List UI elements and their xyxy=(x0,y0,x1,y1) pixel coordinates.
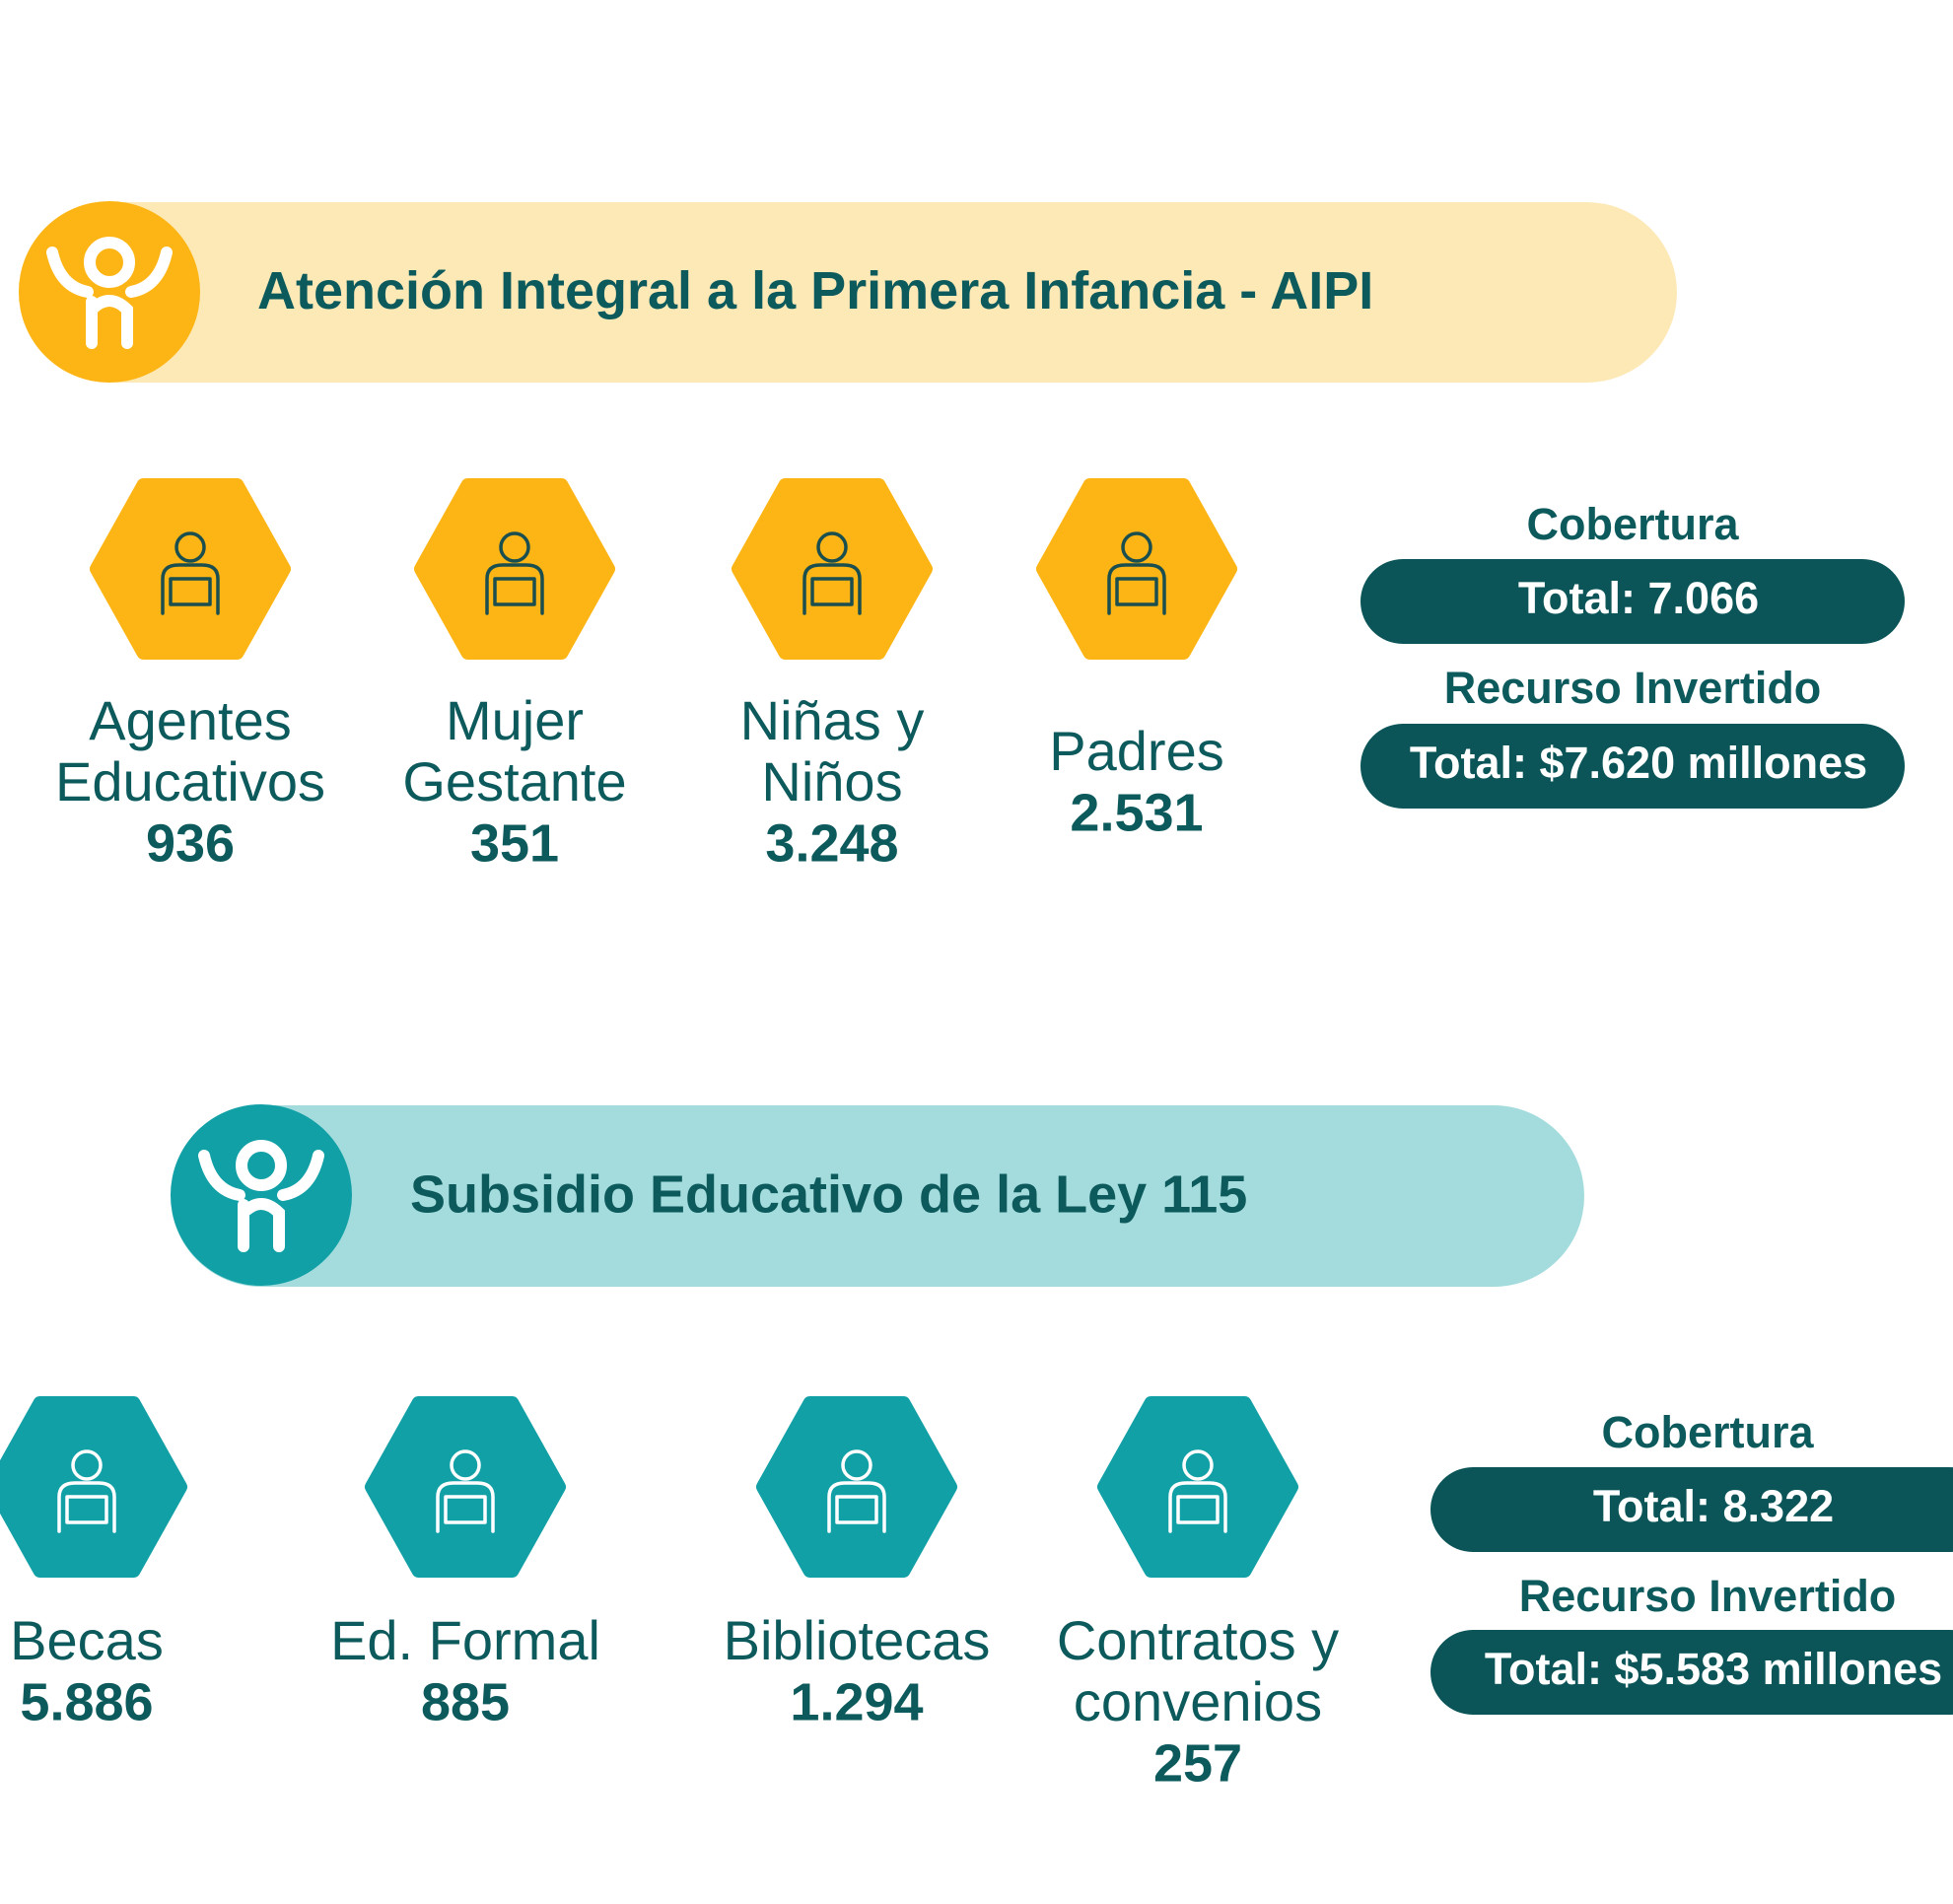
icon-part xyxy=(65,1495,108,1524)
item-label: Becas xyxy=(10,1609,164,1671)
pill xyxy=(1430,1467,1953,1552)
item-label: Agentes xyxy=(89,689,292,751)
coverage-total: Total: 8.322 xyxy=(1593,1481,1834,1531)
investment-label: Recurso Invertido xyxy=(1519,1571,1897,1621)
icon xyxy=(485,531,544,615)
icon-part xyxy=(1182,1449,1214,1481)
icon-part xyxy=(169,577,212,606)
item-value: 5.886 xyxy=(20,1672,153,1731)
hexagon xyxy=(756,1396,957,1578)
logo-head xyxy=(84,237,135,288)
item-value: 3.248 xyxy=(765,813,898,873)
item-label: convenios xyxy=(1074,1670,1322,1732)
investment-total: Total: $7.620 millones xyxy=(1410,738,1867,788)
icon-part xyxy=(161,563,220,615)
item-label: Bibliotecas xyxy=(724,1609,991,1671)
logo xyxy=(46,237,173,349)
icon-part xyxy=(810,577,854,606)
coverage-total: Total: 7.066 xyxy=(1518,573,1759,623)
icon-part xyxy=(499,531,530,563)
item-label: Gestante xyxy=(402,750,626,812)
item-value: 2.531 xyxy=(1070,783,1203,842)
icon-part xyxy=(1121,531,1152,563)
icon xyxy=(827,1449,886,1533)
icon-part xyxy=(835,1495,878,1524)
item-label: Padres xyxy=(1049,720,1223,782)
icon-part xyxy=(802,563,862,615)
icon-part xyxy=(827,1481,886,1533)
banner-circle xyxy=(19,201,200,383)
pill xyxy=(1360,724,1905,809)
banner-circle xyxy=(171,1104,352,1286)
pill xyxy=(1360,559,1905,644)
icon-part xyxy=(444,1495,487,1524)
icon-part xyxy=(493,577,536,606)
logo-body xyxy=(238,1198,285,1252)
icon xyxy=(802,531,862,615)
logo-arms xyxy=(198,1150,324,1201)
item-label: Contratos y xyxy=(1057,1609,1339,1671)
logo-arms xyxy=(46,247,173,298)
banner xyxy=(19,202,1677,383)
icon-part xyxy=(1107,563,1166,615)
icon-part xyxy=(1115,577,1158,606)
hexagon xyxy=(732,478,933,660)
icon-part xyxy=(71,1449,103,1481)
icon-part xyxy=(1176,1495,1220,1524)
item-label: Mujer xyxy=(446,689,584,751)
icon-part xyxy=(450,1449,481,1481)
logo-head xyxy=(236,1140,287,1191)
item-label: Niños xyxy=(761,750,902,812)
item-value: 257 xyxy=(1153,1733,1242,1793)
investment-label: Recurso Invertido xyxy=(1444,663,1822,713)
icon-part xyxy=(174,531,206,563)
icon xyxy=(1107,531,1166,615)
item-value: 885 xyxy=(421,1672,510,1731)
item-label: Niñas y xyxy=(740,689,925,751)
logo xyxy=(198,1140,324,1252)
icon-part xyxy=(57,1481,116,1533)
icon xyxy=(57,1449,116,1533)
pill xyxy=(1430,1630,1953,1715)
icon-part xyxy=(841,1449,872,1481)
banner xyxy=(171,1105,1584,1287)
icon xyxy=(1168,1449,1227,1533)
coverage-label: Cobertura xyxy=(1601,1407,1814,1457)
icon xyxy=(161,531,220,615)
logo-body xyxy=(86,295,133,349)
hexagon xyxy=(365,1396,566,1578)
item-label: Ed. Formal xyxy=(330,1609,600,1671)
hexagon xyxy=(0,1396,187,1578)
icon-part xyxy=(485,563,544,615)
coverage-label: Cobertura xyxy=(1526,499,1739,549)
icon-part xyxy=(1168,1481,1227,1533)
hexagon xyxy=(414,478,615,660)
item-label: Educativos xyxy=(55,750,325,812)
section-title: Subsidio Educativo de la Ley 115 xyxy=(410,1164,1247,1224)
hexagon xyxy=(90,478,291,660)
icon-part xyxy=(436,1481,495,1533)
icon xyxy=(436,1449,495,1533)
item-value: 351 xyxy=(470,813,559,873)
hexagon xyxy=(1097,1396,1298,1578)
icon-part xyxy=(816,531,848,563)
item-value: 936 xyxy=(146,813,235,873)
hexagon xyxy=(1036,478,1237,660)
item-value: 1.294 xyxy=(790,1672,923,1731)
section-title: Atención Integral a la Primera Infancia … xyxy=(257,261,1373,320)
investment-total: Total: $5.583 millones xyxy=(1485,1644,1942,1694)
